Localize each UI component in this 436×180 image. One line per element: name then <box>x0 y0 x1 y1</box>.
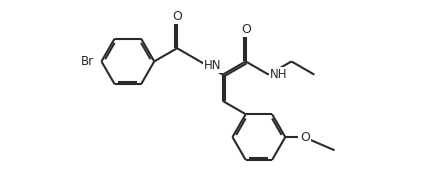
Text: NH: NH <box>270 68 287 81</box>
Text: HN: HN <box>204 59 221 72</box>
Text: O: O <box>241 23 251 36</box>
Text: Br: Br <box>80 55 94 68</box>
Text: O: O <box>300 130 310 144</box>
Text: O: O <box>172 10 182 23</box>
